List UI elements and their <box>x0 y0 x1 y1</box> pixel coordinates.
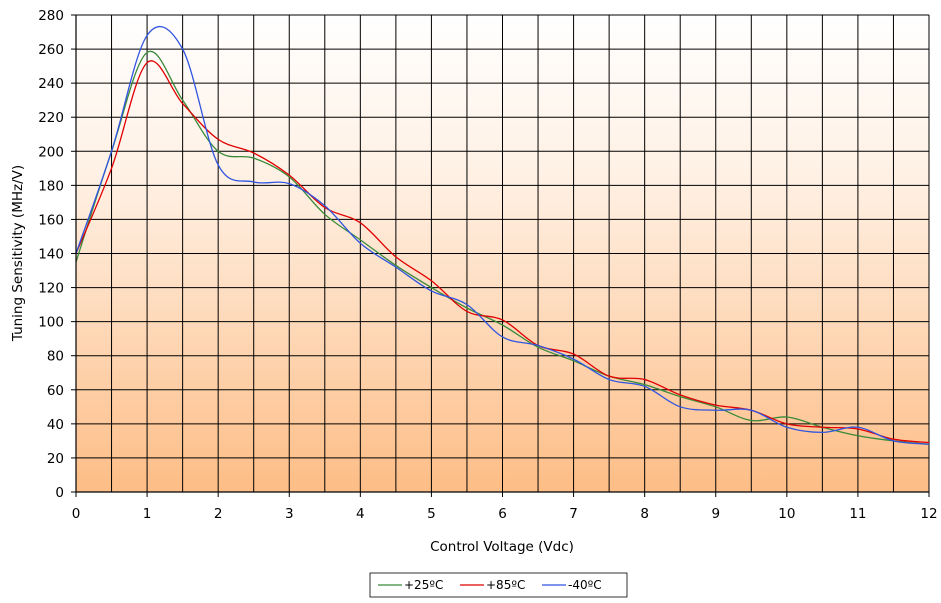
x-tick-label: 6 <box>498 506 507 522</box>
y-tick-label: 220 <box>38 110 64 126</box>
y-tick-label: 160 <box>38 212 64 228</box>
y-tick-label: 60 <box>47 383 64 399</box>
x-tick-label: 4 <box>356 506 365 522</box>
y-tick-label: 180 <box>38 178 64 194</box>
y-tick-label: 20 <box>47 451 64 467</box>
y-tick-label: 40 <box>47 417 64 433</box>
x-tick-label: 3 <box>285 506 294 522</box>
y-tick-label: 240 <box>38 76 64 92</box>
legend: +25ºC +85ºC -40ºC <box>370 573 627 597</box>
y-tick-label: 120 <box>38 281 64 297</box>
y-tick-label: 260 <box>38 42 64 58</box>
y-tick-label: 0 <box>55 485 64 501</box>
x-tick-label: 7 <box>569 506 578 522</box>
legend-label-1: +25ºC <box>404 578 443 592</box>
x-tick-label: 10 <box>778 506 795 522</box>
legend-label-2: +85ºC <box>486 578 525 592</box>
y-tick-label: 200 <box>38 144 64 160</box>
legend-label-3: -40ºC <box>568 578 602 592</box>
x-tick-label: 9 <box>711 506 720 522</box>
y-tick-label: 280 <box>38 8 64 24</box>
y-axis-title: Tuning Sensitivity (MHz/V) <box>10 165 26 342</box>
x-tick-label: 1 <box>143 506 152 522</box>
x-tick-label: 11 <box>849 506 866 522</box>
y-tick-label: 140 <box>38 247 64 263</box>
x-axis-title: Control Voltage (Vdc) <box>430 539 574 555</box>
y-tick-label: 80 <box>47 349 64 365</box>
x-tick-label: 12 <box>920 506 937 522</box>
x-tick-label: 5 <box>427 506 436 522</box>
y-tick-label: 100 <box>38 315 64 331</box>
x-tick-label: 2 <box>214 506 223 522</box>
x-tick-label: 8 <box>640 506 649 522</box>
x-tick-label: 0 <box>72 506 81 522</box>
